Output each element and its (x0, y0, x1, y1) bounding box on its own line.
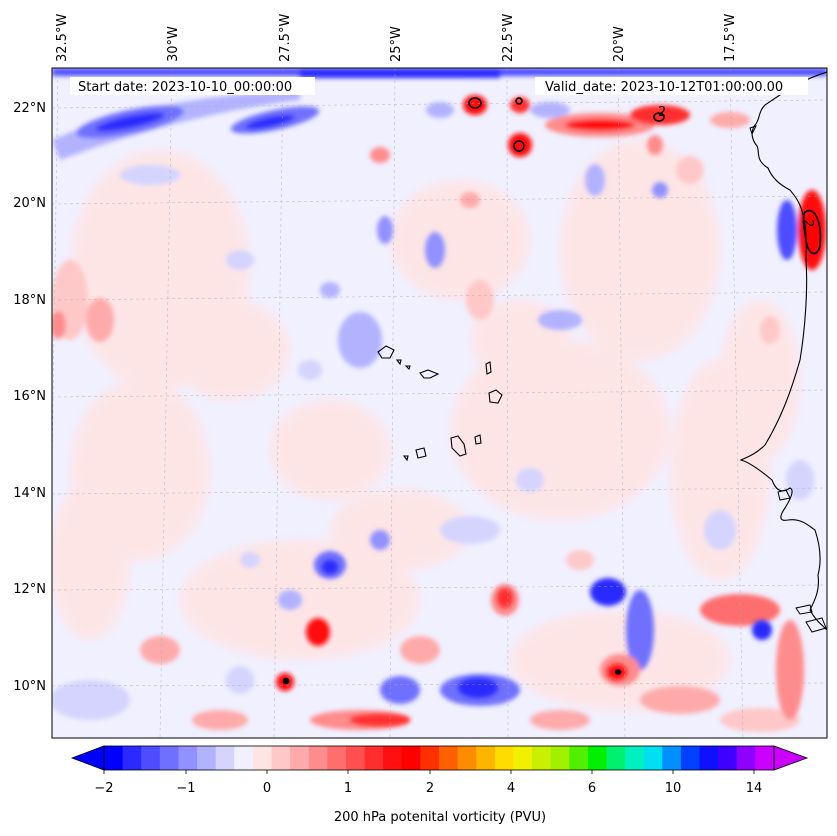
lat-label: 20°N (13, 196, 46, 211)
lat-label: 14°N (13, 486, 46, 501)
colorbar-label: 200 hPa potenital vorticity (PVU) (334, 810, 546, 825)
colorbar-tick-label: 6 (588, 781, 596, 796)
island-santiago (450, 435, 467, 457)
island-sao-nicolau (419, 369, 440, 379)
pv-strong-features (276, 190, 826, 726)
colorbar-tick-label: −1 (176, 781, 195, 796)
colorbar-segment (569, 746, 589, 770)
colorbar-ticks: −2 −1 0 1 2 4 6 10 14 (94, 781, 762, 796)
colorbar-segment (736, 746, 756, 770)
canary-island (749, 125, 757, 136)
colorbar-segment (383, 746, 403, 770)
lon-label: 30°W (166, 26, 181, 62)
island-sal (485, 361, 492, 375)
gridlines (52, 68, 827, 738)
colorbar-segment (662, 746, 682, 770)
colorbar-segment (122, 746, 142, 770)
colorbar-tick-label: 4 (507, 781, 515, 796)
colorbar-segment (290, 746, 310, 770)
island-santa-luzia (404, 365, 411, 371)
lon-label: 25°W (389, 26, 404, 62)
coast-detail (777, 489, 791, 501)
colorbar-segment (606, 746, 626, 770)
lat-label: 16°N (13, 389, 46, 404)
colorbar-segment (159, 746, 179, 770)
latitude-labels: 22°N 20°N 18°N 16°N 14°N 12°N 10°N (13, 101, 46, 694)
colorbar-segment (401, 746, 421, 770)
colorbar-segment (215, 746, 235, 770)
colorbar-tick-label: 2 (426, 781, 434, 796)
lat-label: 12°N (13, 582, 46, 597)
colorbar-tick-label: 1 (344, 781, 352, 796)
colorbar-segment (457, 746, 477, 770)
pv-field-medium (52, 135, 814, 732)
valid-date-box (535, 77, 808, 95)
coast-detail (795, 604, 813, 615)
lon-label: 17.5°W (723, 14, 738, 62)
colorbar-segment (718, 746, 738, 770)
island-santo-antao (377, 345, 395, 359)
start-date-label: Start date: 2023-10-10_00:00:00 (78, 80, 292, 95)
colorbar-frame (103, 745, 775, 771)
colorbar-tick-label: 10 (665, 781, 682, 796)
island-brava (402, 455, 409, 462)
colorbar-min-extend (70, 745, 105, 771)
pv-2-contours (282, 97, 822, 685)
colorbar-segment (439, 746, 459, 770)
colorbar-segment (271, 746, 291, 770)
colorbar-segment (550, 746, 570, 770)
valid-date-label: Valid_date: 2023-10-12T01:00:00.00 (545, 80, 783, 95)
colorbar (70, 745, 809, 774)
lon-label: 20°W (612, 26, 627, 62)
island-maio (474, 434, 482, 445)
map-panel: 2 2 Start date: 2023-10-10_00:00:00 Vali… (52, 68, 827, 738)
lat-label: 22°N (13, 101, 46, 116)
lon-label: 32.5°W (55, 14, 70, 62)
africa-coastline (739, 68, 827, 631)
colorbar-segment (476, 746, 496, 770)
colorbar-segment (513, 746, 533, 770)
colorbar-segment (625, 746, 645, 770)
colorbar-segment (364, 746, 384, 770)
colorbar-segment (234, 746, 254, 770)
map-frame (51, 67, 828, 739)
colorbar-segment (532, 746, 552, 770)
colorbar-segment (327, 746, 347, 770)
island-boa-vista (488, 389, 503, 404)
pv-field-light (52, 140, 800, 710)
colorbar-segment (643, 746, 663, 770)
colorbar-segment (699, 746, 719, 770)
longitude-labels: 32.5°W 30°W 27.5°W 25°W 22.5°W 20°W 17.5… (55, 14, 738, 62)
colorbar-segment (587, 746, 607, 770)
colorbar-max-extend (773, 745, 809, 771)
colorbar-tick-label: −2 (94, 781, 113, 796)
cape-verde-islands (377, 345, 503, 462)
lon-label: 27.5°W (278, 14, 293, 62)
contour-label-2-b: 2 (800, 219, 815, 227)
lat-label: 18°N (13, 293, 46, 308)
colorbar-segment (420, 746, 440, 770)
colorbar-segment (680, 746, 701, 770)
island-sao-vicente (395, 359, 402, 366)
coast-detail (805, 617, 827, 633)
colorbar-segment (252, 746, 272, 770)
lat-label: 10°N (13, 679, 46, 694)
colorbar-segment (178, 746, 198, 770)
colorbar-tick-label: 14 (746, 781, 763, 796)
pv-jet-band (52, 68, 827, 160)
colorbar-segment (104, 746, 124, 770)
colorbar-segment (755, 746, 775, 770)
start-date-box (70, 77, 315, 95)
colorbar-tick-label: 0 (263, 781, 271, 796)
colorbar-segment (197, 746, 217, 770)
contour-label-2-a: 2 (658, 105, 666, 120)
colorbar-segment (345, 746, 366, 770)
colorbar-segment (308, 746, 328, 770)
island-fogo (415, 447, 427, 459)
colorbar-segment (494, 746, 514, 770)
colorbar-segment (141, 746, 161, 770)
lon-label: 22.5°W (501, 14, 516, 62)
